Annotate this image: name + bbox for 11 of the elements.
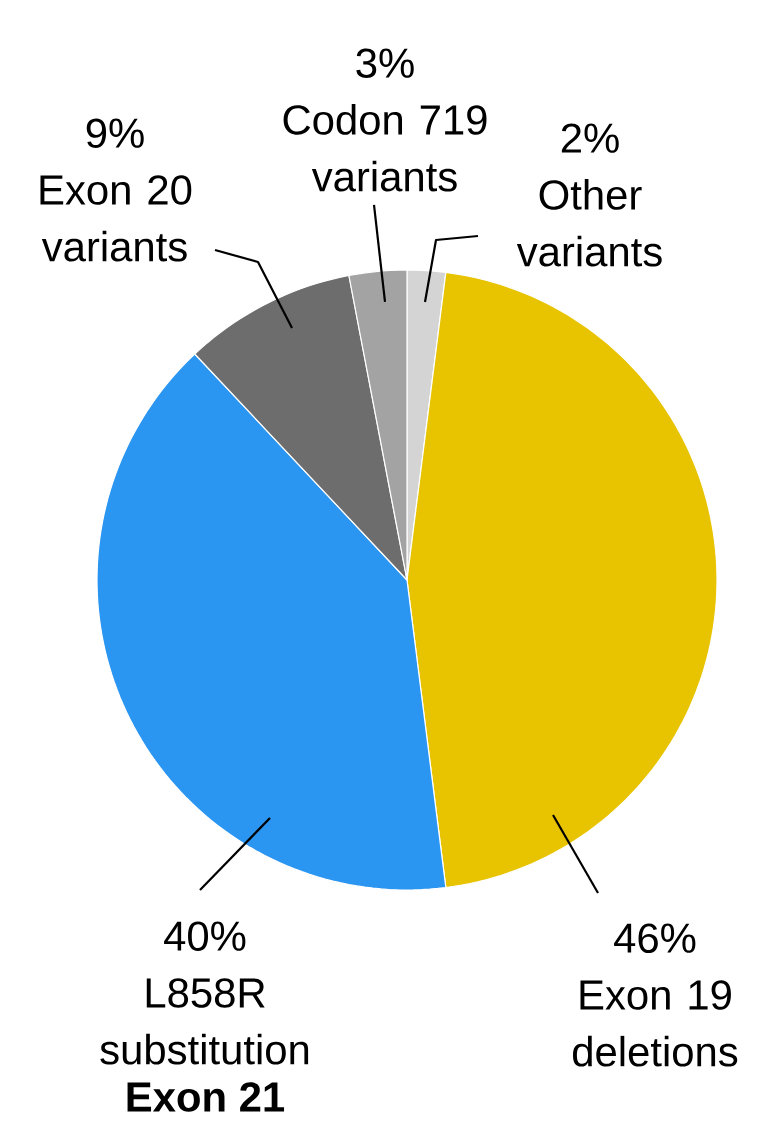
data-label: 2% <box>561 123 619 153</box>
data-label: 3% <box>356 48 414 79</box>
text: Exon 21 <box>127 1082 285 1112</box>
data-label: 9% <box>86 118 144 149</box>
slice-label: Codon 719 variants <box>283 104 487 192</box>
slice-label: Exon 19 deletions <box>573 980 738 1067</box>
data-label: 40% <box>164 921 246 952</box>
slice-label: Exon 20 variants <box>40 175 192 262</box>
slice-label: Other variants <box>516 179 662 267</box>
data-label: 46% <box>614 923 696 954</box>
slice-label: L858R substitution <box>100 978 309 1065</box>
